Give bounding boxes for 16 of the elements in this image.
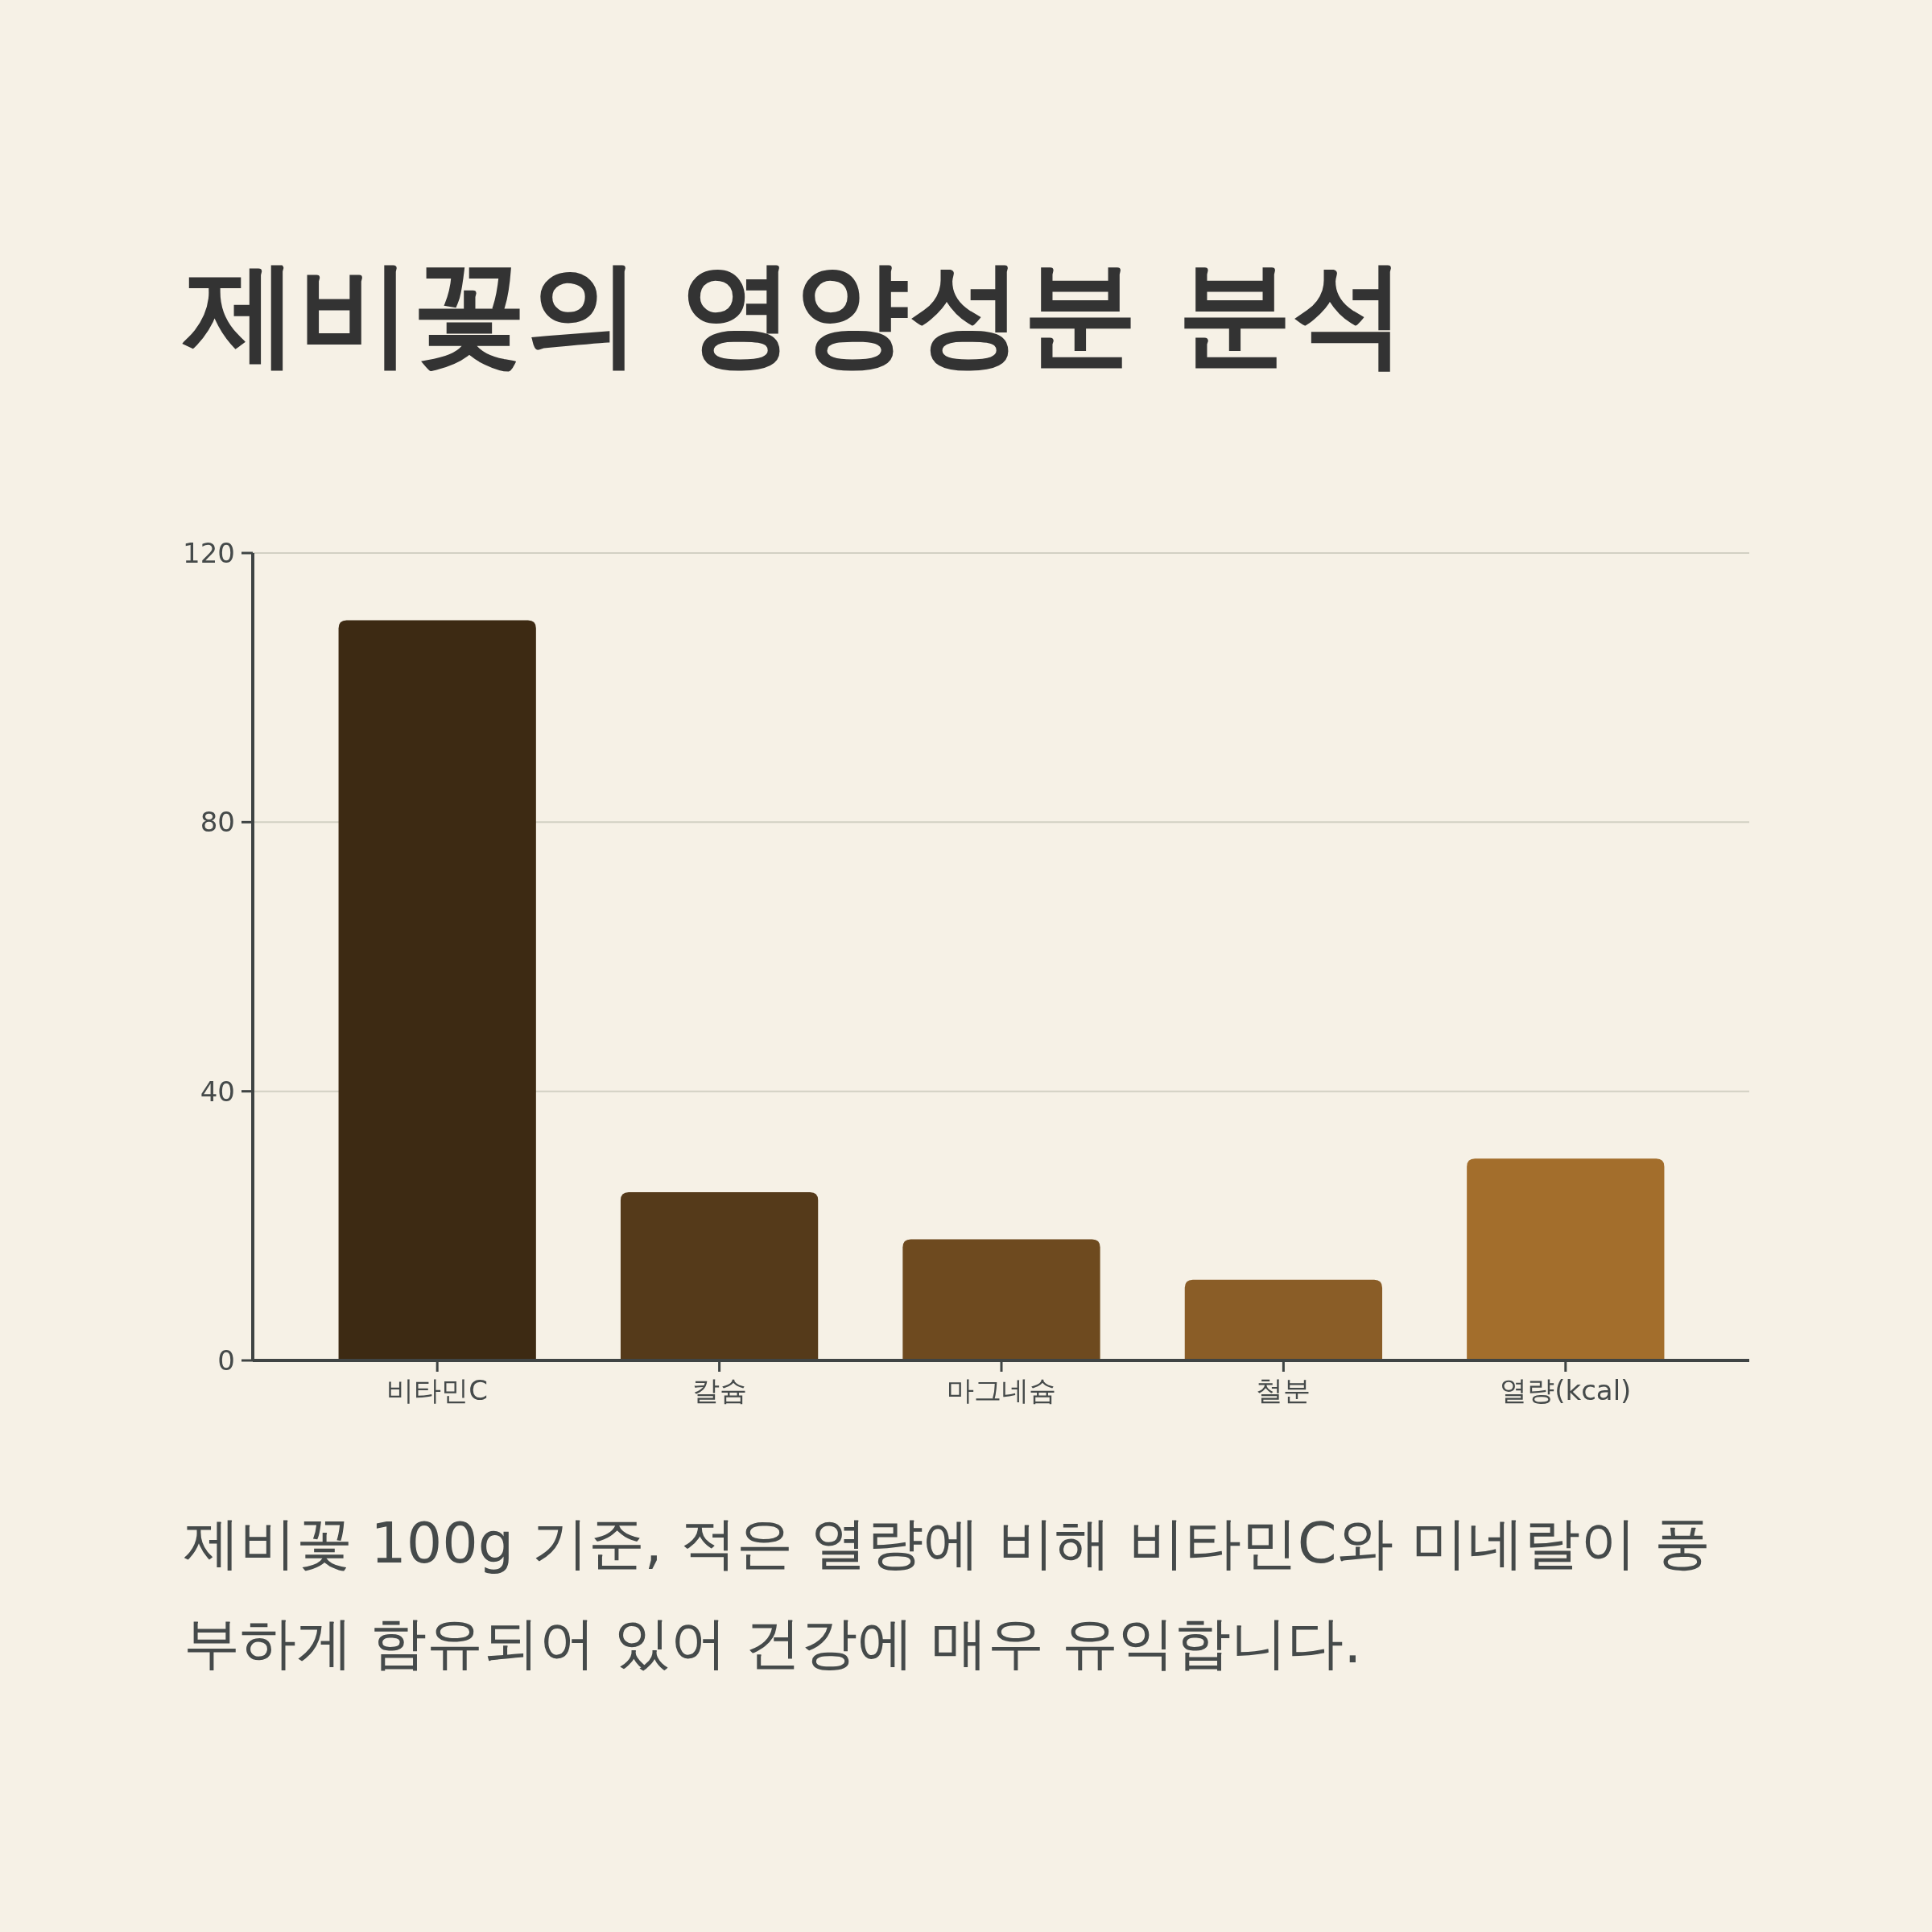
x-tick-label: 마그네슘 xyxy=(947,1374,1056,1406)
x-tick-label: 비타민C xyxy=(386,1374,489,1406)
bar xyxy=(1184,1279,1383,1360)
bar xyxy=(620,1192,819,1360)
chart-title: 제비꽃의 영양성분 분석 xyxy=(184,246,1406,379)
bar xyxy=(338,620,536,1360)
x-tick-label: 열량(kcal) xyxy=(1500,1374,1632,1406)
bar xyxy=(1467,1158,1665,1360)
y-tick-label: 40 xyxy=(200,1075,235,1108)
x-tick-label: 철분 xyxy=(1256,1374,1311,1406)
y-tick-label: 120 xyxy=(183,537,235,569)
x-tick-label: 칼슘 xyxy=(691,1374,747,1406)
text: 제비꽃 100g 기준, 적은 열량에 비해 비타민C와 미네랄이 풍부하게 함유되어 있어 건강에 매우 유익합니다. xyxy=(184,1509,1712,1678)
y-tick-label: 80 xyxy=(200,806,235,839)
bar xyxy=(902,1239,1100,1360)
y-tick-label: 0 xyxy=(217,1344,235,1377)
